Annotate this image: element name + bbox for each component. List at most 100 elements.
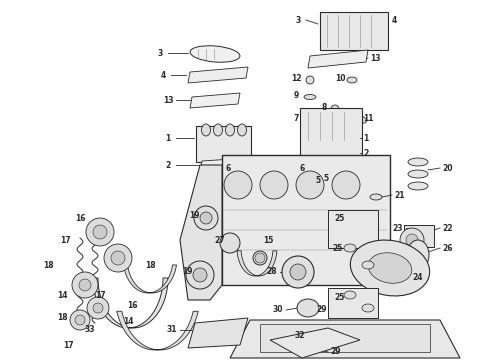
Text: 13: 13 bbox=[370, 54, 380, 63]
Text: 13: 13 bbox=[163, 95, 173, 104]
Circle shape bbox=[87, 297, 109, 319]
Text: 25: 25 bbox=[335, 213, 345, 222]
Text: 18: 18 bbox=[145, 261, 155, 270]
Text: 28: 28 bbox=[267, 267, 277, 276]
Circle shape bbox=[400, 228, 424, 252]
Ellipse shape bbox=[362, 304, 374, 312]
Text: 17: 17 bbox=[95, 291, 105, 300]
Ellipse shape bbox=[331, 105, 339, 113]
Ellipse shape bbox=[408, 170, 428, 178]
Circle shape bbox=[406, 234, 418, 246]
Bar bbox=[196, 126, 251, 162]
Ellipse shape bbox=[362, 261, 374, 269]
Text: 2: 2 bbox=[364, 149, 368, 158]
Ellipse shape bbox=[347, 77, 357, 83]
Polygon shape bbox=[117, 311, 198, 350]
Circle shape bbox=[111, 251, 125, 265]
Text: 1: 1 bbox=[364, 134, 368, 143]
Text: 21: 21 bbox=[395, 190, 405, 199]
Circle shape bbox=[86, 218, 114, 246]
Circle shape bbox=[260, 171, 288, 199]
Bar bbox=[222, 155, 390, 285]
Bar bbox=[320, 12, 388, 50]
Polygon shape bbox=[230, 320, 460, 358]
Polygon shape bbox=[123, 265, 176, 293]
Circle shape bbox=[255, 253, 265, 263]
Text: 5: 5 bbox=[323, 174, 329, 183]
Text: 17: 17 bbox=[60, 235, 70, 244]
Ellipse shape bbox=[344, 244, 356, 252]
Text: 9: 9 bbox=[294, 90, 298, 99]
Ellipse shape bbox=[323, 173, 328, 187]
Ellipse shape bbox=[408, 158, 428, 166]
Polygon shape bbox=[190, 93, 240, 108]
Ellipse shape bbox=[225, 124, 235, 136]
Text: 18: 18 bbox=[43, 261, 53, 270]
Circle shape bbox=[104, 244, 132, 272]
Circle shape bbox=[75, 315, 85, 325]
Circle shape bbox=[220, 233, 240, 253]
Text: 18: 18 bbox=[57, 314, 67, 323]
Polygon shape bbox=[270, 328, 360, 358]
Polygon shape bbox=[237, 251, 277, 276]
Text: 16: 16 bbox=[75, 213, 85, 222]
Ellipse shape bbox=[353, 115, 367, 123]
Ellipse shape bbox=[253, 251, 267, 265]
Bar bbox=[328, 288, 378, 318]
Bar bbox=[300, 108, 362, 160]
Text: 2: 2 bbox=[166, 161, 171, 170]
Circle shape bbox=[200, 212, 212, 224]
Ellipse shape bbox=[304, 95, 316, 99]
Ellipse shape bbox=[238, 124, 246, 136]
Circle shape bbox=[70, 310, 90, 330]
Text: 19: 19 bbox=[182, 267, 192, 276]
Text: 10: 10 bbox=[335, 73, 345, 82]
Text: 29: 29 bbox=[317, 306, 327, 315]
Ellipse shape bbox=[190, 46, 240, 62]
Polygon shape bbox=[200, 157, 262, 171]
Ellipse shape bbox=[251, 161, 256, 175]
Text: 3: 3 bbox=[295, 15, 301, 24]
Circle shape bbox=[224, 171, 252, 199]
Text: 24: 24 bbox=[413, 274, 423, 283]
Circle shape bbox=[93, 303, 103, 313]
Text: 31: 31 bbox=[167, 325, 177, 334]
Text: 7: 7 bbox=[294, 113, 299, 122]
Circle shape bbox=[296, 171, 324, 199]
Text: 29: 29 bbox=[331, 347, 341, 356]
Ellipse shape bbox=[201, 124, 211, 136]
Text: 22: 22 bbox=[443, 224, 453, 233]
Text: 20: 20 bbox=[443, 163, 453, 172]
Circle shape bbox=[290, 264, 306, 280]
Ellipse shape bbox=[306, 76, 314, 84]
Bar bbox=[404, 225, 434, 247]
Text: 33: 33 bbox=[85, 325, 95, 334]
Circle shape bbox=[79, 279, 91, 291]
Ellipse shape bbox=[214, 124, 222, 136]
Circle shape bbox=[186, 261, 214, 289]
Text: 32: 32 bbox=[295, 330, 305, 339]
Circle shape bbox=[194, 206, 218, 230]
Text: 19: 19 bbox=[189, 211, 199, 220]
Text: 6: 6 bbox=[225, 163, 231, 172]
Text: 11: 11 bbox=[363, 113, 373, 122]
Circle shape bbox=[93, 225, 107, 239]
Polygon shape bbox=[188, 67, 248, 83]
Text: 5: 5 bbox=[316, 176, 320, 185]
Text: 27: 27 bbox=[215, 235, 225, 244]
Text: 25: 25 bbox=[333, 243, 343, 252]
Ellipse shape bbox=[370, 194, 382, 200]
Text: 8: 8 bbox=[321, 103, 327, 112]
Text: 26: 26 bbox=[443, 243, 453, 252]
Ellipse shape bbox=[368, 253, 412, 283]
Text: 4: 4 bbox=[160, 71, 166, 80]
Ellipse shape bbox=[350, 240, 430, 296]
Text: 25: 25 bbox=[335, 293, 345, 302]
Ellipse shape bbox=[344, 291, 356, 299]
Text: 12: 12 bbox=[291, 73, 301, 82]
Text: 16: 16 bbox=[127, 301, 137, 310]
Ellipse shape bbox=[297, 299, 319, 317]
Text: 15: 15 bbox=[263, 235, 273, 244]
Polygon shape bbox=[180, 165, 222, 300]
Text: 3: 3 bbox=[157, 49, 163, 58]
